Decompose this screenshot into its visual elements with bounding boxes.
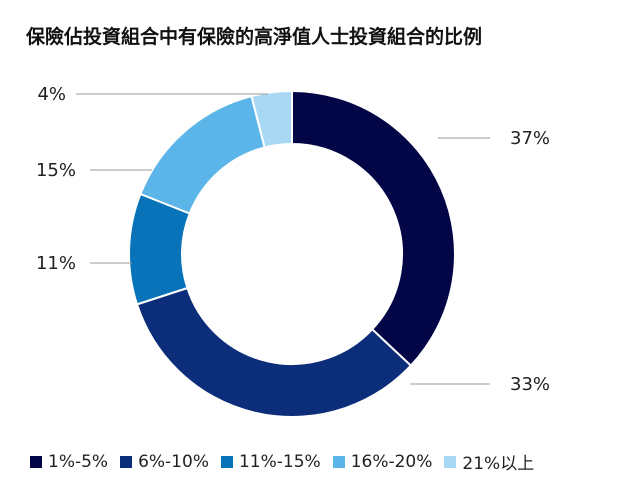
legend-item-16-20: 16%-20% [332,451,433,472]
legend-swatch-1-5 [30,455,42,468]
chart-title: 保險佔投資組合中有保險的高淨值人士投資組合的比例 [26,26,483,48]
donut-slice-1-5 [291,89,456,367]
legend: 1%-5% 6%-10% 11%-15% 16%-20% 21%以上 [30,449,546,474]
donut-slice-21-plus [250,89,293,149]
data-label-6-10: 33% [510,374,550,395]
legend-swatch-21-plus [444,455,457,468]
legend-label-6-10: 6%-10% [138,451,209,472]
donut-slice-16-20 [139,94,266,215]
legend-item-6-10: 6%-10% [120,452,209,472]
legend-item-11-15: 11%-15% [220,451,321,472]
legend-item-1-5: 1%-5% [30,452,108,472]
legend-swatch-6-10 [120,455,133,468]
legend-label-21-plus: 21%以上 [462,454,535,474]
legend-swatch-11-15 [220,455,233,468]
legend-swatch-16-20 [332,455,345,468]
data-label-1-5: 37% [510,128,550,149]
legend-item-21-plus: 21%以上 [444,449,534,474]
data-label-16-20: 15% [36,160,76,181]
data-label-11-15: 11% [36,253,76,274]
data-label-21-plus: 4% [37,84,66,105]
donut-slice-6-10 [135,286,413,418]
legend-label-16-20: 16%-20% [350,451,433,472]
legend-label-11-15: 11%-15% [238,451,321,472]
legend-label-1-5: 1%-5% [48,451,109,472]
